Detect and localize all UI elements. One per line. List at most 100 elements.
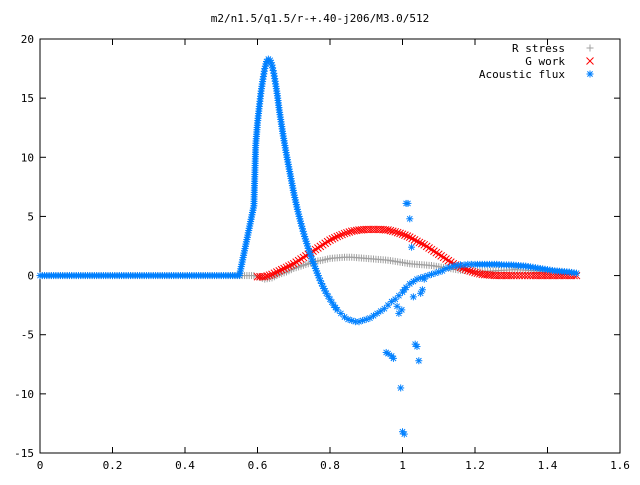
data-point [366,314,374,322]
y-tick-label: 20 [21,33,34,46]
y-tick-label: 0 [27,270,34,283]
data-point [321,239,330,248]
data-point [340,229,349,238]
data-point [410,236,419,244]
data-point [573,269,580,277]
data-point [287,261,296,269]
data-point [388,298,396,306]
data-point [518,271,526,280]
data-point [427,245,436,254]
data-point [403,232,412,240]
legend-marker [586,44,594,52]
data-point [406,280,414,288]
legend-marker [586,57,594,65]
data-point [406,215,414,223]
legend-label: R stress [512,42,565,55]
x-tick-label: 1.4 [538,459,558,472]
data-point [270,269,279,278]
plot-frame [39,38,621,454]
data-point [370,312,377,320]
data-point [294,256,303,265]
data-point [463,266,472,275]
data-point [466,267,475,275]
data-point [408,243,416,251]
data-point [397,384,405,392]
legend-label: Acoustic flux [479,68,565,81]
data-point [471,268,479,277]
data-point [409,293,417,301]
data-point [512,271,521,280]
data-point [269,64,277,72]
data-point [341,313,348,321]
data-point [515,271,524,280]
data-point [263,272,272,280]
data-point [510,271,518,280]
data-point [442,255,450,263]
data-point [395,309,403,317]
data-point [437,252,446,260]
x-tick-label: 1.2 [465,459,485,472]
series-layer [36,55,581,438]
data-point [444,256,453,265]
data-point [473,269,482,278]
data-point [413,237,421,246]
data-point [420,275,428,283]
series-acoustic-flux [36,55,580,438]
data-point [393,228,402,237]
data-point [396,229,404,238]
y-tick-label: 15 [21,92,34,105]
data-point [318,240,327,249]
x-tick-label: 0.8 [320,459,340,472]
x-tick-label: 0.6 [248,459,268,472]
data-point [384,226,392,234]
x-tick-label: 0 [37,459,44,472]
data-point [335,231,344,240]
x-tick-label: 0.4 [175,459,195,472]
data-point [377,307,385,315]
data-point [453,262,461,270]
data-point [425,244,433,252]
data-point [415,357,423,365]
x-tick-label: 1 [399,459,406,472]
data-point [404,199,412,207]
data-point [468,267,477,276]
data-point [280,264,288,273]
data-point [434,250,443,259]
data-point [326,236,334,244]
data-point [398,230,407,239]
data-point [398,306,406,314]
y-tick-label: -10 [14,388,34,401]
y-tick-label: 5 [27,210,34,223]
data-point [432,248,441,257]
data-point [388,227,397,236]
data-point [418,286,426,294]
data-point [408,234,417,243]
data-point [391,227,400,236]
y-tick-label: 10 [21,151,34,164]
data-point [393,302,401,310]
data-point [409,277,417,285]
data-point [384,350,392,358]
data-point [311,245,320,254]
axes: 0 0.2 0.4 0.6 0.8 1 1.2 1.4 1.6 -15 -10 -5 0 5 10 15 20 [14,33,630,472]
legend-label: G work [525,55,565,68]
data-point [338,230,346,239]
data-point [405,233,414,241]
y-tick-label: -15 [14,447,34,460]
data-point [343,228,351,237]
data-point [260,272,269,281]
data-point [345,228,354,236]
data-point [520,271,529,280]
data-point [333,232,342,241]
data-point [299,253,308,262]
data-point [523,271,532,280]
data-point [430,247,438,255]
data-point [386,226,395,235]
data-point [268,270,276,279]
data-point [413,343,421,351]
data-point [439,253,448,262]
data-point [277,265,286,274]
data-point [328,235,337,243]
